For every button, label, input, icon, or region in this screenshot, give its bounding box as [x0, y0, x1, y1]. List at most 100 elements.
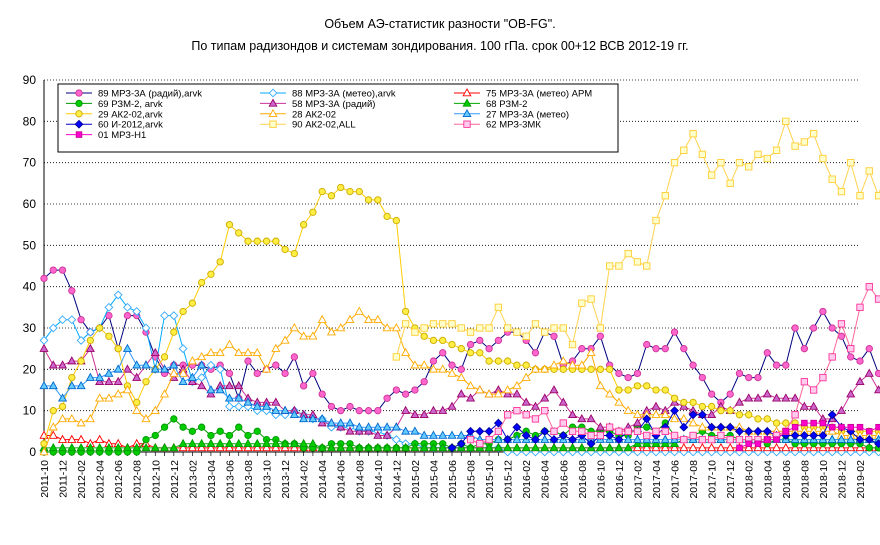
x-tick-label: 2016-08 [577, 460, 589, 499]
data-point [114, 390, 122, 397]
data-point [226, 382, 234, 389]
data-point [802, 420, 808, 426]
x-tick-label: 2013-06 [224, 460, 236, 499]
data-point [486, 436, 492, 442]
data-point [78, 358, 84, 364]
data-point [68, 415, 76, 422]
data-point [783, 429, 789, 435]
data-point [736, 436, 742, 442]
data-point [662, 193, 668, 199]
y-tick-label: 60 [23, 197, 37, 211]
data-point [393, 387, 399, 393]
data-point [170, 444, 178, 451]
data-point [374, 423, 382, 430]
y-tick-label: 30 [23, 321, 37, 335]
x-tick-label: 2018-12 [836, 460, 848, 499]
legend-label: 60 И-2012,arvk [98, 120, 163, 131]
data-point [810, 131, 816, 137]
data-point [124, 304, 132, 312]
data-point [514, 407, 520, 413]
data-point [839, 424, 845, 430]
data-point [189, 428, 195, 434]
data-point [40, 345, 48, 352]
data-point [337, 419, 345, 426]
data-point [755, 374, 761, 380]
data-point [866, 283, 872, 289]
data-point [347, 188, 353, 194]
data-point [76, 100, 82, 106]
data-point [588, 366, 594, 372]
data-point [820, 308, 826, 314]
x-tick-label: 2012-06 [113, 460, 125, 499]
x-tick-label: 2012-12 [169, 460, 181, 499]
data-point [430, 407, 438, 414]
data-point [68, 444, 76, 451]
x-tick-label: 2017-10 [707, 460, 719, 499]
data-point [579, 300, 585, 306]
data-point [551, 428, 557, 434]
data-point [328, 419, 336, 426]
data-point [161, 424, 167, 430]
y-tick-label: 50 [23, 238, 37, 252]
data-point [773, 420, 779, 426]
data-point [263, 238, 269, 244]
data-point [458, 325, 464, 331]
data-point [402, 308, 408, 314]
data-point [514, 362, 520, 368]
data-point [253, 440, 261, 447]
data-point [486, 345, 492, 351]
data-point [151, 407, 159, 414]
data-point [152, 432, 158, 438]
data-point [235, 440, 243, 447]
data-point [597, 382, 605, 389]
data-point [634, 383, 640, 389]
data-point [727, 436, 733, 442]
data-point [661, 436, 669, 443]
data-point [421, 379, 427, 385]
data-point [440, 350, 446, 356]
data-point [356, 188, 362, 194]
data-point [792, 412, 798, 418]
data-point [681, 399, 687, 405]
data-point [828, 436, 836, 443]
data-point [746, 164, 752, 170]
data-point [254, 370, 260, 376]
data-point [96, 325, 102, 331]
data-point [838, 407, 846, 414]
data-point [680, 423, 688, 431]
data-point [161, 354, 167, 360]
data-point [588, 432, 594, 438]
data-point [644, 263, 650, 269]
data-point [198, 382, 206, 389]
data-point [96, 444, 104, 451]
data-point [467, 350, 473, 356]
data-point [699, 403, 705, 409]
data-point [513, 444, 521, 451]
data-point [375, 197, 381, 203]
x-tick-label: 2018-08 [799, 460, 811, 499]
data-point [124, 345, 132, 352]
data-point [597, 432, 603, 438]
data-point [68, 357, 76, 364]
data-point [625, 387, 631, 393]
data-point [746, 441, 752, 447]
data-point [179, 345, 187, 353]
data-point [699, 151, 705, 157]
data-point [606, 444, 614, 451]
data-point [866, 168, 872, 174]
data-point [634, 428, 640, 434]
data-point [449, 321, 455, 327]
legend-label: 27 МРЗ-3А (метео) [486, 109, 569, 120]
x-tick-label: 2013-10 [262, 460, 274, 499]
data-point [773, 362, 779, 368]
x-tick-label: 2015-08 [466, 460, 478, 499]
data-point [495, 304, 501, 310]
data-point [458, 345, 464, 351]
data-point [550, 361, 558, 368]
data-point [708, 444, 716, 451]
data-point [504, 358, 510, 364]
data-point [402, 407, 410, 414]
y-tick-label: 90 [23, 73, 37, 87]
x-tick-label: 2014-02 [299, 460, 311, 499]
data-point [782, 394, 790, 401]
